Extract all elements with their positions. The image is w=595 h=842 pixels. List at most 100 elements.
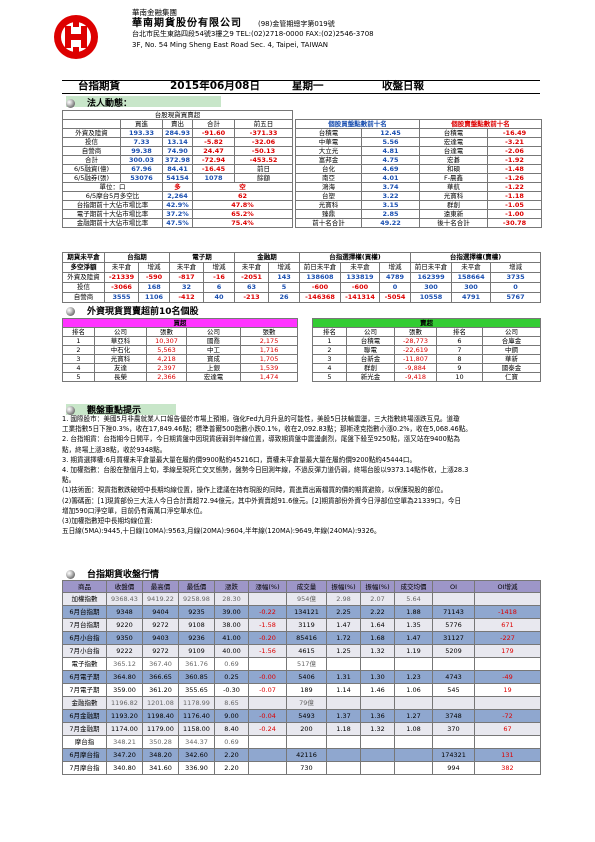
title-type: 收盤日報 (382, 80, 424, 92)
table-cell: 75.4% (191, 218, 294, 228)
table-cell: 0 (490, 282, 542, 293)
stock-name: 宏達電 (419, 137, 488, 147)
table-cell (360, 657, 395, 671)
stock-name: 光寶科 (94, 354, 147, 364)
stock-name: 宏達電 (186, 372, 241, 382)
table-cell: -600 (299, 282, 341, 293)
table-cell: -0.22 (248, 605, 287, 619)
table-cell: 5 (268, 282, 300, 293)
table-cell: 1.18 (326, 722, 361, 736)
points-value: -16.49 (487, 128, 542, 138)
table-cell: 348.21 (106, 735, 143, 749)
table-cell: 300 (410, 282, 453, 293)
shares: -28,773 (394, 336, 437, 346)
table-cell: 193.33 (120, 128, 163, 138)
points-value: 12.45 (361, 128, 420, 138)
stock-name: 宏碁 (419, 155, 488, 165)
quote-row: 7月台指期 9220 9272 9108 38.00 -1.58 3119 1.47 1.64 1… (62, 618, 541, 632)
column-header: 成交量 (286, 580, 327, 593)
table-cell: 37.2% (162, 209, 193, 219)
bullet-icon (66, 406, 75, 415)
quote-row: 6月電子期 364.80 366.65 360.85 0.25 -0.00 5406 1.31… (62, 670, 541, 684)
table-cell: 1178.99 (178, 696, 215, 710)
column-header: 振幅(%) (326, 580, 361, 593)
column-header: 未平倉 (340, 262, 380, 273)
group-header: 台指期 (104, 252, 170, 263)
table-cell: 1.35 (394, 618, 433, 632)
table-cell (394, 657, 433, 671)
table-cell (432, 735, 475, 749)
table-cell (326, 761, 361, 775)
table-cell: -3066 (104, 282, 139, 293)
table-cell (360, 761, 395, 775)
note-line: 工業指數5日下挫0.3%，收在17,849.46點；標準普爾500指數小跌0.1… (62, 425, 472, 434)
points-value: -1.22 (487, 182, 542, 192)
shares: 4,218 (146, 354, 187, 364)
rank: 2 (312, 345, 347, 355)
table-cell: -0.24 (248, 722, 287, 736)
rank: 4 (312, 363, 347, 373)
table-cell (326, 657, 361, 671)
table-row: 投信 -3066 168 32 6 63 5 -600 -600 0 300 300 0 (62, 282, 542, 293)
stock-name: 華新 (481, 354, 542, 364)
letterhead: 華南金融集團 華南期貨股份有限公司 (98)金管期總字第019號 台北市民生東路四… (0, 0, 595, 80)
table-cell: 0.69 (214, 657, 249, 671)
table-cell: 67.96 (120, 164, 163, 174)
note-line: 五日線(5MA):9445,十日線(10MA):9563,月線(20MA):96… (62, 527, 381, 536)
stock-name: 友達 (94, 363, 147, 373)
quote-row: 6月摩台指 347.20 348.20 342.60 2.20 42116 174321 13… (62, 748, 541, 762)
table-cell: 5406 (286, 670, 327, 684)
table-cell: 671 (474, 618, 541, 632)
table-cell: 1.27 (394, 709, 433, 723)
table-cell (286, 735, 327, 749)
table-cell: 62 (191, 191, 294, 201)
stock-name: 國泰金 (481, 363, 542, 373)
table-cell: -371.33 (233, 128, 294, 138)
points-value: -1.26 (487, 173, 542, 183)
column-header: 個股賣盤點數前十名 (419, 119, 542, 129)
column-header: 前日未平倉 (299, 262, 341, 273)
quote-row: 6月台指期 9348 9404 9235 39.00 -0.22 134121 2.25 2.2… (62, 605, 541, 619)
table-cell: 53076 (120, 173, 163, 183)
table-cell (432, 657, 475, 671)
table-cell: 99.38 (120, 146, 163, 156)
note-line: 點。 (62, 476, 76, 485)
table-cell: 348.20 (142, 748, 179, 762)
company-name: 華南期貨股份有限公司 (132, 17, 242, 29)
report-title-bar: 台指期貨 2015年06月08日 星期一 收盤日報 (62, 80, 540, 94)
table-row: 1 華亞科 10,307 國喬 2,175 (62, 336, 299, 346)
table-cell: 1196.82 (106, 696, 143, 710)
note-line: 3. 期貨選擇權:6月買權未平倉量最大量在履約價9900點約45216口，賣權未… (62, 455, 417, 464)
table-header-row: 排名 公司 張數 公司 張數 (62, 327, 299, 337)
stock-name: 遠東新 (419, 209, 488, 219)
table-cell: 1176.40 (178, 709, 215, 723)
table-cell: 9220 (106, 618, 143, 632)
quotes-table: 商品 收盤價 最高價 最低價 漲跌 漲幅(%) 成交量 振幅(%) 振幅(%) 成交均價 OI OI增… (62, 580, 541, 775)
table-cell: 0.69 (214, 735, 249, 749)
table-cell (474, 735, 541, 749)
table-cell: 1201.08 (142, 696, 179, 710)
ratio-header-row: 單位：口多空 (62, 182, 294, 192)
futures-oi-table: 期貨未平倉 台指期 電子期 金融期 台指選擇權(買權) 台指選擇權(賣權) 多空淨額 未平倉增… (62, 252, 542, 303)
table-row: 南亞 4.01 F-晨鑫 -1.26 (295, 173, 542, 183)
shares: -9,418 (394, 372, 437, 382)
table-cell: 1.64 (360, 618, 395, 632)
table-cell: 9272 (142, 644, 179, 658)
table-cell: -30.78 (487, 218, 542, 228)
table-cell: 1.31 (326, 670, 361, 684)
table-cell: 1179.00 (142, 722, 179, 736)
table-cell: -50.13 (233, 146, 294, 156)
table-cell: 0.25 (214, 670, 249, 684)
table-cell: -16 (203, 272, 235, 283)
table-cell: 994 (432, 761, 475, 775)
table-cell: -0.07 (248, 683, 287, 697)
table-cell: -213 (234, 292, 269, 303)
table-row: 4 友達 2,397 上銀 1,539 (62, 363, 299, 373)
table-cell: 7月小台指 (62, 644, 107, 658)
table-cell: 9222 (106, 644, 143, 658)
column-header: 最低價 (178, 580, 215, 593)
table-row: 富邦金 4.75 宏碁 -1.92 (295, 155, 542, 165)
quote-row: 摩台指 348.21 350.28 344.37 0.69 (62, 735, 541, 749)
table-row: 台積電 12.45 台積電 -16.49 (295, 128, 542, 138)
